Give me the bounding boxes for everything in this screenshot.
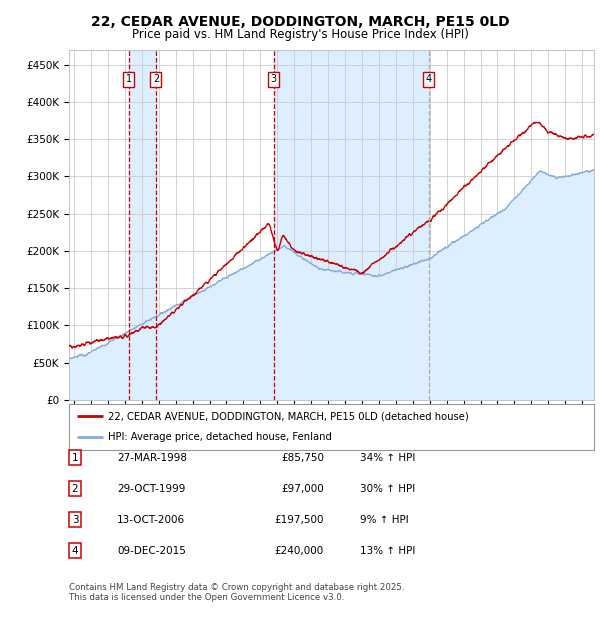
- Text: 9% ↑ HPI: 9% ↑ HPI: [360, 515, 409, 525]
- Text: 09-DEC-2015: 09-DEC-2015: [117, 546, 186, 556]
- Text: 1: 1: [126, 74, 132, 84]
- Text: 13-OCT-2006: 13-OCT-2006: [117, 515, 185, 525]
- Text: £240,000: £240,000: [275, 546, 324, 556]
- Text: £197,500: £197,500: [275, 515, 324, 525]
- Text: 2: 2: [153, 74, 159, 84]
- Text: HPI: Average price, detached house, Fenland: HPI: Average price, detached house, Fenl…: [109, 432, 332, 442]
- Text: 3: 3: [71, 515, 79, 525]
- Text: 1: 1: [71, 453, 79, 463]
- Text: Contains HM Land Registry data © Crown copyright and database right 2025.
This d: Contains HM Land Registry data © Crown c…: [69, 583, 404, 602]
- Text: 13% ↑ HPI: 13% ↑ HPI: [360, 546, 415, 556]
- Text: 34% ↑ HPI: 34% ↑ HPI: [360, 453, 415, 463]
- Text: 2: 2: [71, 484, 79, 494]
- Bar: [129, 50, 156, 400]
- Text: £85,750: £85,750: [281, 453, 324, 463]
- Bar: [274, 50, 428, 400]
- Text: 30% ↑ HPI: 30% ↑ HPI: [360, 484, 415, 494]
- Text: 4: 4: [71, 546, 79, 556]
- Text: 29-OCT-1999: 29-OCT-1999: [117, 484, 185, 494]
- Text: 3: 3: [271, 74, 277, 84]
- Text: 4: 4: [425, 74, 431, 84]
- Text: 22, CEDAR AVENUE, DODDINGTON, MARCH, PE15 0LD: 22, CEDAR AVENUE, DODDINGTON, MARCH, PE1…: [91, 16, 509, 30]
- Text: 27-MAR-1998: 27-MAR-1998: [117, 453, 187, 463]
- Text: £97,000: £97,000: [281, 484, 324, 494]
- Text: 22, CEDAR AVENUE, DODDINGTON, MARCH, PE15 0LD (detached house): 22, CEDAR AVENUE, DODDINGTON, MARCH, PE1…: [109, 412, 469, 422]
- Text: Price paid vs. HM Land Registry's House Price Index (HPI): Price paid vs. HM Land Registry's House …: [131, 28, 469, 41]
